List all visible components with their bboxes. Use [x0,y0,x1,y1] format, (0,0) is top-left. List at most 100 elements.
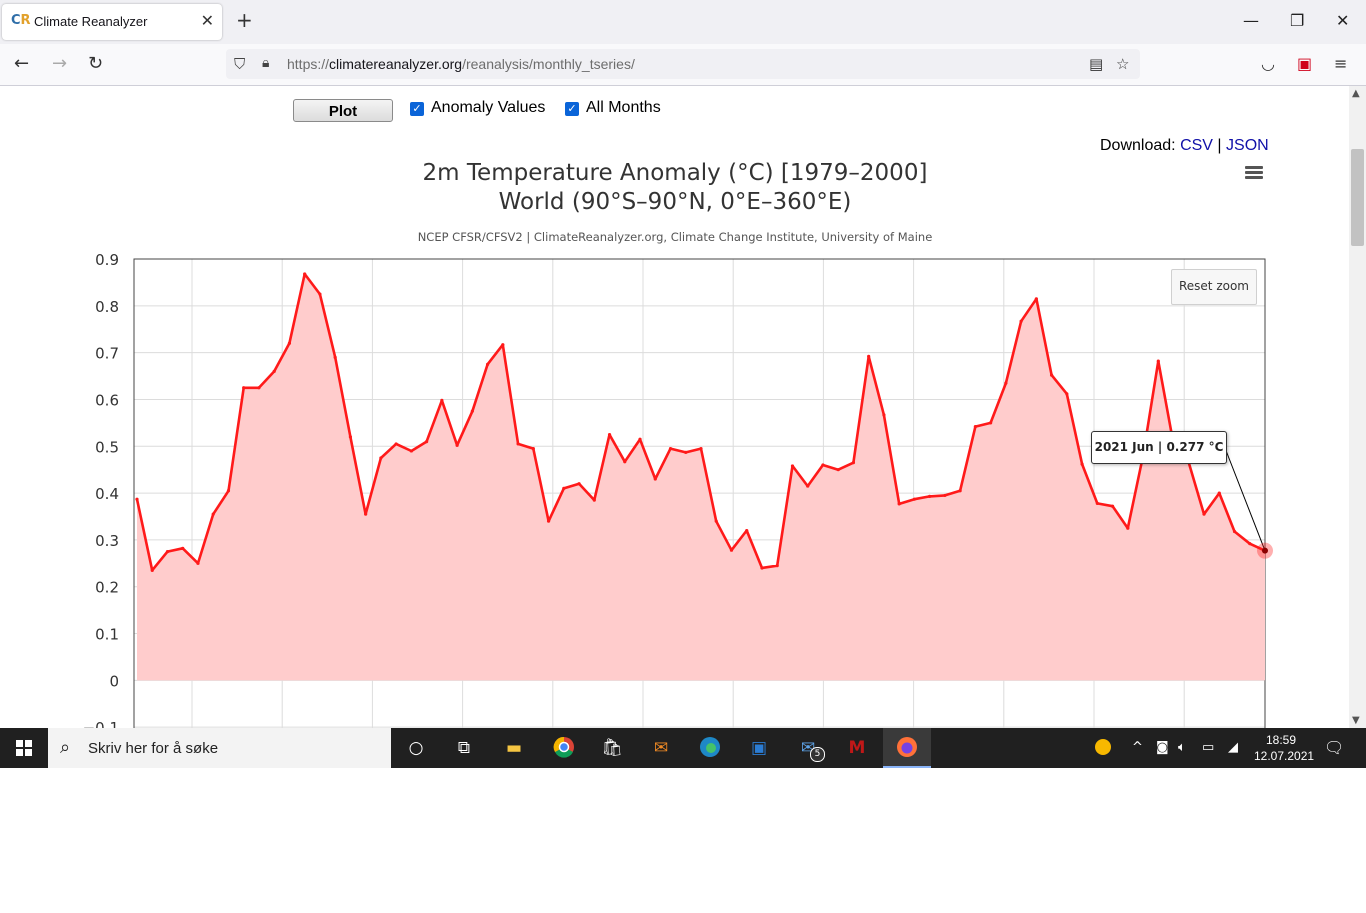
lock-icon[interactable]: 🔒︎ [262,55,270,71]
data-point [303,272,307,276]
scrollbar-thumb[interactable] [1351,149,1364,246]
data-point [684,450,688,454]
store-icon[interactable]: 🛍︎ [601,738,623,758]
data-point [943,493,947,498]
data-point [455,443,459,447]
data-point [1034,297,1038,301]
data-point [592,498,596,502]
forward-icon[interactable]: → [52,53,68,74]
anomaly-values-checkbox[interactable]: ✓ [410,102,424,116]
data-point [729,548,734,552]
minimize-icon[interactable]: — [1243,11,1259,30]
plot-frame [133,258,1266,728]
data-point [1202,512,1206,516]
weather-sun-icon[interactable] [1094,738,1112,760]
task-view-icon[interactable]: ⧉ [457,738,471,758]
data-point [1065,392,1069,396]
scroll-up-icon[interactable]: ▲ [1352,88,1360,99]
show-hidden-icons[interactable]: ^ [1132,740,1143,755]
restore-icon[interactable]: ❐ [1290,11,1305,30]
data-point [699,447,703,451]
data-point [1110,504,1115,508]
y-tick-label: 0.3 [95,532,119,550]
data-point [653,477,657,481]
data-point [1080,462,1084,466]
outlook-icon[interactable]: ✉ 5 [796,736,825,762]
calendar-icon[interactable]: ▣ [750,738,768,758]
all-months-label: All Months [586,99,661,116]
download-label: Download: [1100,137,1176,154]
data-point [501,343,505,347]
extension-icon[interactable]: ▣ [1297,54,1313,73]
windows-start-icon[interactable] [16,740,32,756]
page-scrollbar[interactable]: ▲ ▼ [1349,86,1366,728]
y-tick-label: 0.8 [95,298,119,316]
data-point [318,292,322,296]
file-explorer-icon[interactable]: ▬ [505,738,523,758]
close-tab-icon[interactable]: ✕ [200,11,214,30]
reader-view-icon[interactable]: ▤ [1089,55,1104,73]
data-tooltip: 2021 Jun | 0.277 °C [1091,431,1227,464]
volume-icon[interactable]: 🔈︎ [1178,740,1186,755]
reset-zoom-button[interactable]: Reset zoom [1171,269,1257,305]
tracking-shield-icon[interactable]: ⛉ [234,55,246,73]
series-line [135,272,1266,572]
edge-icon[interactable] [698,736,722,760]
new-tab-icon[interactable]: + [236,8,253,32]
notifications-icon[interactable]: 🗨︎ [1324,738,1345,757]
data-point [1156,359,1160,363]
data-point [485,362,490,366]
url-text[interactable]: https://climatereanalyzer.org/reanalysis… [287,56,635,72]
data-point [364,512,368,516]
reload-icon[interactable]: ↻ [88,53,104,74]
data-point [165,550,170,554]
data-point [623,460,627,464]
cortana-icon[interactable]: ○ [408,738,424,758]
all-months-checkbox[interactable]: ✓ [565,102,579,116]
app-menu-icon[interactable]: ≡ [1334,54,1348,73]
mcafee-icon[interactable]: M [848,738,866,758]
meet-now-icon[interactable]: ◙ [1156,740,1169,755]
data-point [1232,529,1237,534]
back-icon[interactable]: ← [14,53,30,74]
site-favicon-icon: CR [11,13,31,28]
download-json-link[interactable]: JSON [1226,137,1269,154]
close-window-icon[interactable]: ✕ [1336,11,1350,30]
download-csv-link[interactable]: CSV [1180,137,1213,154]
taskbar-search-box[interactable]: ⌕ Skriv her for å søke [48,728,391,768]
data-point [851,461,856,465]
anomaly-values-label: Anomaly Values [431,99,546,116]
firefox-taskbar-button[interactable] [883,728,931,768]
download-links: Download: CSV | JSON [1100,137,1269,155]
address-bar[interactable]: ⛉ 🔒︎ https://climatereanalyzer.org/reana… [226,49,1140,79]
data-point [546,519,551,523]
chrome-icon[interactable] [552,736,576,760]
scroll-down-icon[interactable]: ▼ [1352,715,1360,726]
taskbar-clock[interactable]: 18:59 12.07.2021 [1254,732,1314,764]
battery-icon[interactable]: ▭ [1202,740,1215,755]
tab-climate-reanalyzer[interactable]: CR Climate Reanalyzer ✕ [2,4,222,40]
chart-menu-icon[interactable] [1245,166,1263,180]
chart-credits: NCEP CFSR/CFSV2 | ClimateReanalyzer.org,… [418,230,933,244]
plot-button[interactable]: Plot [293,99,393,122]
y-tick-label: 0.4 [95,485,119,503]
data-point [790,464,795,468]
data-point [912,497,917,501]
mail-app-icon[interactable]: ✉ [653,738,669,758]
network-icon[interactable]: ◢ [1228,740,1238,755]
data-point [668,447,673,451]
data-point [745,528,749,533]
data-point [531,447,535,451]
download-separator: | [1217,137,1222,154]
data-point [821,463,825,467]
tab-bar: CR Climate Reanalyzer ✕ + — ❐ ✕ [0,0,1366,44]
y-tick-label: 0.7 [95,345,119,363]
pocket-icon[interactable]: ◡ [1261,54,1275,73]
data-point [287,341,292,345]
data-point [928,494,932,498]
bookmark-star-icon[interactable]: ☆ [1116,55,1130,73]
data-point [150,568,154,572]
data-point [1126,526,1130,530]
data-point [379,456,383,460]
data-point [226,489,231,493]
